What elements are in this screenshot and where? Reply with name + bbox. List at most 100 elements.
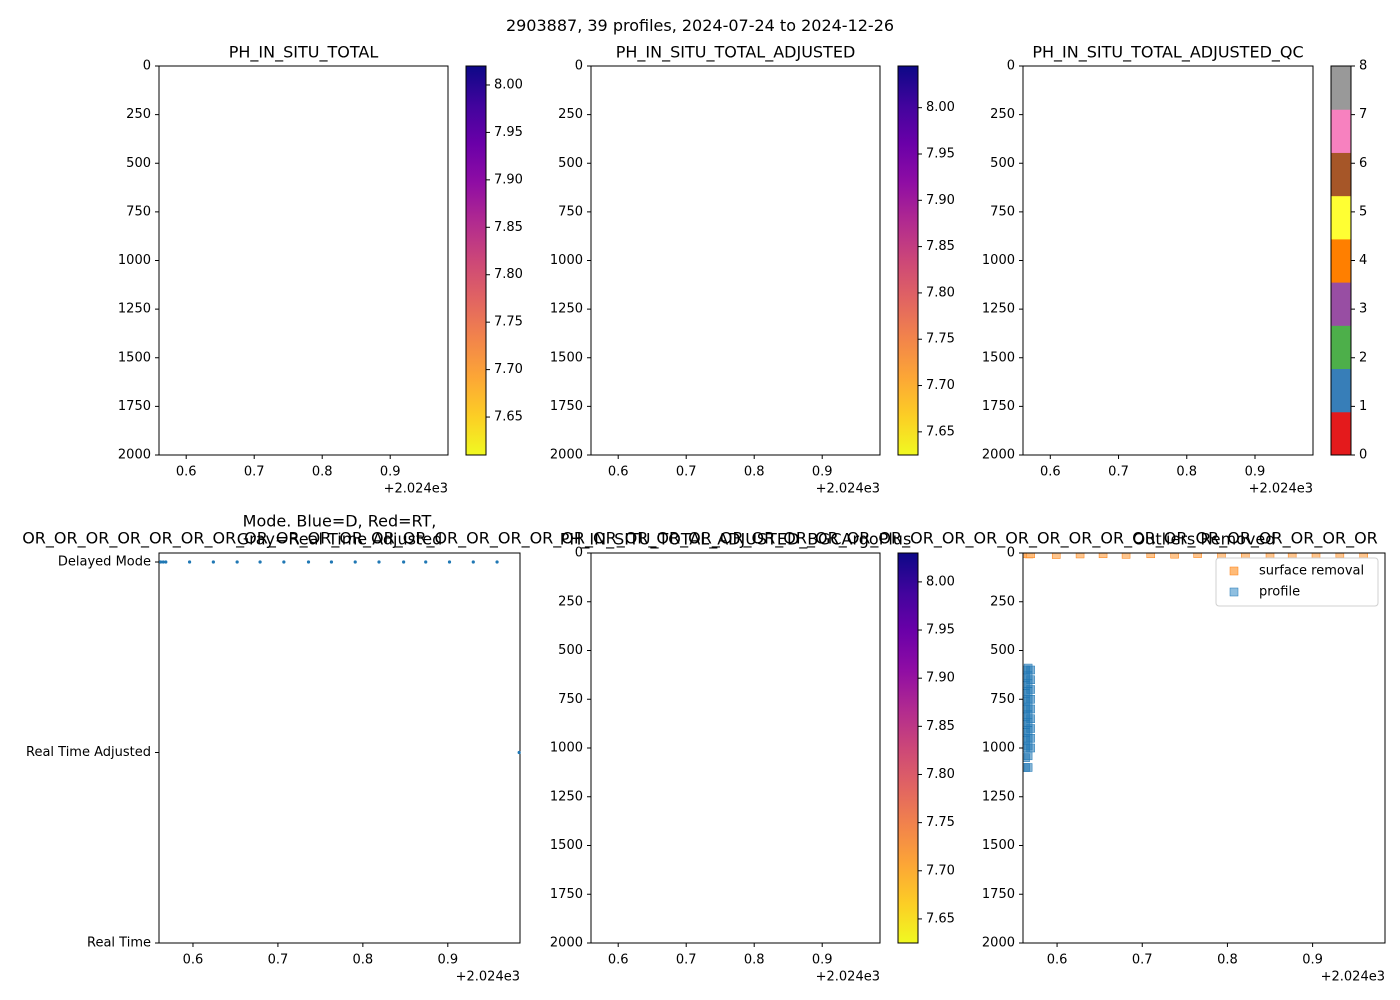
p6-profile-point (1026, 714, 1035, 723)
p6-surface-removal-point (1051, 553, 1061, 559)
p3-colorbar-segment (1331, 66, 1351, 110)
p4-xtick-label: 0.7 (268, 953, 289, 968)
p6-xtick-label: 0.6 (1047, 953, 1068, 968)
p1-colorbar-tick-label: 7.70 (494, 362, 523, 377)
p3-colorbar-tick-label: 4 (1359, 253, 1367, 268)
p6-profile-point (1026, 724, 1035, 733)
p3-colorbar-tick-label: 0 (1359, 448, 1367, 463)
p6-plot-area (1023, 553, 1368, 772)
p3-xtick-label: 0.6 (1040, 465, 1061, 480)
p4-mode-point (517, 750, 521, 755)
p6-surface-removal-point (1311, 553, 1321, 559)
p4-axes-frame (158, 552, 521, 944)
p1-ytick-label: 2000 (118, 448, 151, 463)
p1-colorbar-tick-label: 7.80 (494, 267, 523, 282)
p5-colorbar-frame (897, 552, 919, 944)
p6-surface-removal-point (1335, 553, 1345, 558)
p6-surface-removal-point (1121, 553, 1131, 559)
p5-ytick-label: 750 (558, 692, 583, 707)
p4-mode-point (306, 560, 311, 564)
p4-mode-point (282, 560, 286, 564)
p1-xtick-label: 0.7 (244, 465, 265, 480)
p2-xtick-label: 0.8 (744, 465, 765, 480)
p2-xtick-label: 0.7 (676, 465, 697, 480)
p6-xtick-label: 0.8 (1217, 953, 1238, 968)
p3-colorbar-segment (1331, 152, 1351, 197)
p1-colorbar-tick-label: 8.00 (494, 77, 523, 92)
p4-ytick-label: Real Time (87, 936, 151, 951)
p1-ytick-label: 1000 (118, 253, 151, 268)
p2-colorbar-tick-label: 8.00 (926, 100, 955, 115)
p1-ytick-label: 750 (126, 204, 151, 219)
p6-xtick-label: 0.7 (1132, 953, 1153, 968)
p3-colorbar-tick-label: 7 (1359, 107, 1367, 122)
p5-colorbar-tick-label: 7.95 (926, 623, 955, 638)
p3-ytick-label: 2000 (982, 448, 1015, 463)
p4-mode-point (402, 560, 406, 564)
p2-colorbar-tick-label: 7.65 (926, 424, 955, 439)
p6-legend-box (1215, 557, 1379, 607)
p1-colorbar-tick-label: 7.90 (494, 172, 523, 187)
p1-ytick-label: 500 (126, 156, 151, 171)
p5-ytick-label: 2000 (550, 936, 583, 951)
p3-xtick-label: 0.7 (1108, 465, 1129, 480)
p3-ytick-label: 500 (990, 156, 1015, 171)
p5-ytick-label: 0 (575, 546, 583, 561)
p5-x-offset-label: +2.024e3 (816, 970, 880, 985)
p2-ytick-label: 250 (558, 107, 583, 122)
p1-xtick-label: 0.9 (380, 465, 401, 480)
p1-xtick-label: 0.8 (312, 465, 333, 480)
p6-legend-swatch (1229, 587, 1239, 597)
p2-xtick-label: 0.6 (608, 465, 629, 480)
p6-profile-point (1026, 743, 1035, 753)
p5-title: PH_IN_SITU_TOTAL_ADJUSTED_BGCArgoPlus (560, 530, 912, 550)
p3-colorbar-segment (1331, 238, 1351, 283)
p6-surface-removal-point (1026, 553, 1035, 559)
p4-ytick-label: Real Time Adjusted (26, 745, 151, 760)
p1-ytick-label: 0 (143, 59, 151, 74)
p6-surface-removal-point (1075, 553, 1085, 559)
p5-ytick-label: 250 (558, 594, 583, 609)
p6-surface-removal-point (1265, 553, 1275, 559)
p2-ytick-label: 750 (558, 204, 583, 219)
p3-ytick-label: 250 (990, 107, 1015, 122)
p6-ytick-label: 0 (1007, 546, 1015, 561)
p5-ytick-label: 1500 (550, 838, 583, 853)
p4-title-overflow: OR_OR_OR_OR_OR_OR_OR_OR_OR_OR_OR_OR_OR_O… (22, 529, 1378, 549)
p4-ytick-label: Delayed Mode (58, 555, 151, 570)
p5-ytick-label: 1250 (550, 789, 583, 804)
p2-x-offset-label: +2.024e3 (816, 482, 880, 497)
p6-profile-point (1023, 751, 1033, 761)
p6-profile-point (1026, 675, 1035, 684)
p2-ytick-label: 1250 (550, 302, 583, 317)
p6-surface-removal-point (1146, 553, 1156, 559)
p6-profile-point (1026, 734, 1035, 743)
p5-axes-frame (590, 552, 881, 944)
p6-ytick-label: 750 (990, 692, 1015, 707)
p4-mode-point (211, 560, 215, 564)
p3-colorbar-segment (1331, 411, 1351, 456)
p5-colorbar-tick-label: 7.85 (926, 719, 955, 734)
p4-xtick-label: 0.9 (437, 953, 458, 968)
p6-profile-point (1023, 763, 1033, 772)
p5-colorbar-tick-label: 7.75 (926, 815, 955, 830)
p5-colorbar-tick-label: 7.80 (926, 767, 955, 782)
p1-title: PH_IN_SITU_TOTAL (229, 43, 379, 63)
p2-ytick-label: 1750 (550, 399, 583, 414)
p4-mode-point (471, 560, 475, 564)
p5-colorbar-tick-label: 7.70 (926, 863, 955, 878)
p6-surface-removal-point (1098, 553, 1108, 559)
p6-xtick-label: 0.9 (1302, 953, 1323, 968)
p3-ytick-label: 1000 (982, 253, 1015, 268)
p1-x-offset-label: +2.024e3 (384, 482, 448, 497)
p5-xtick-label: 0.8 (744, 953, 765, 968)
p4-mode-point (159, 560, 163, 564)
p6-ytick-label: 1500 (982, 838, 1015, 853)
p6-ytick-label: 1000 (982, 741, 1015, 756)
p5-ytick-label: 1000 (550, 741, 583, 756)
p5-xtick-label: 0.6 (608, 953, 629, 968)
p6-legend-label: surface removal (1259, 564, 1364, 579)
p2-axes-frame (590, 65, 881, 456)
p6-legend-label: profile (1259, 585, 1300, 600)
p4-xtick-label: 0.8 (353, 953, 374, 968)
